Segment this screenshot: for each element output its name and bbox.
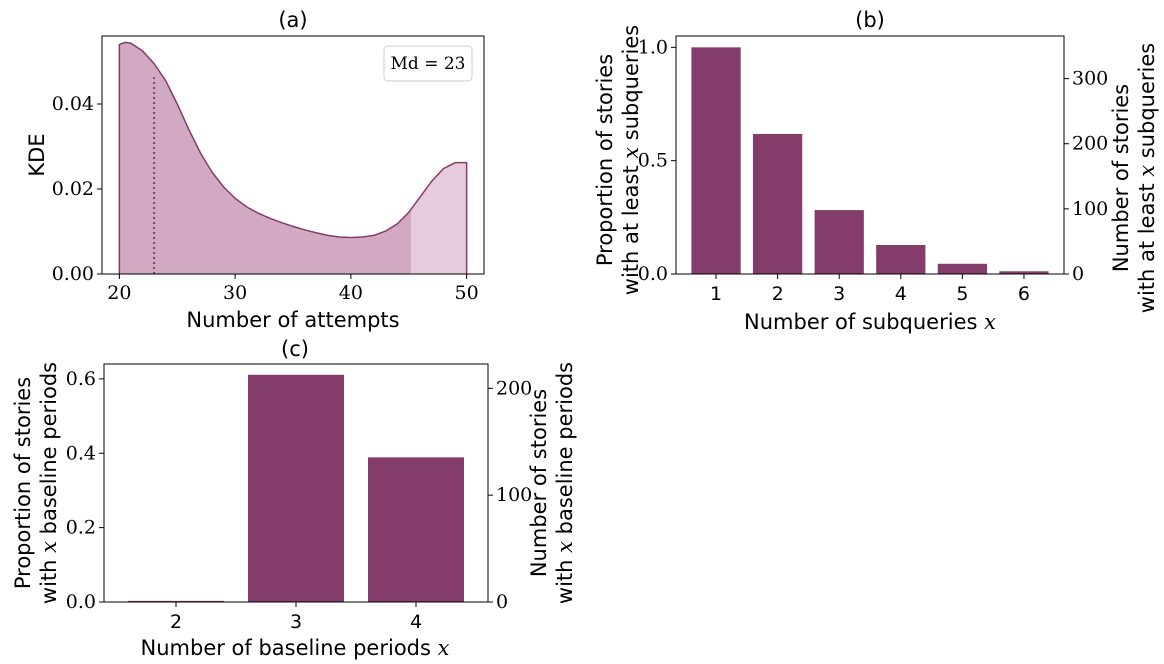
y2-axis-label-b-line2: with at least x subqueries xyxy=(1135,43,1159,313)
plot-frame-a xyxy=(101,35,485,275)
y-tick-label: 0.2 xyxy=(66,517,96,539)
y-tick-label: 0.0 xyxy=(66,591,96,613)
x-axis-label-a: Number of attempts xyxy=(186,308,399,332)
y-axis-label-b: Proportion of stories with at least x su… xyxy=(593,25,643,295)
y-axis-ticks-a: 0.00 0.02 0.04 xyxy=(52,93,102,285)
y-axis-ticks-c: 0.0 0.2 0.4 0.6 xyxy=(66,368,104,613)
kde-fill-main xyxy=(119,42,412,274)
y2-tick-label: 200 xyxy=(496,377,532,399)
y2-tick-label: 300 xyxy=(1072,68,1108,90)
x-tick-label: 30 xyxy=(223,282,247,304)
x-tick-label: 2 xyxy=(772,283,784,305)
plot-frame-c xyxy=(103,363,489,603)
y-axis-label-a: KDE xyxy=(25,133,49,176)
x-tick-label: 4 xyxy=(410,611,422,633)
y2-axis-label-c-line2: with x baseline periods xyxy=(553,362,577,604)
x-tick-label: 6 xyxy=(1018,283,1030,305)
kde-line xyxy=(118,41,468,274)
y-tick-label: 0.5 xyxy=(638,150,668,172)
y2-axis-label-b: Number of stories with at least x subque… xyxy=(1109,43,1159,313)
y-tick-label: 0.0 xyxy=(638,263,668,285)
bars-c xyxy=(128,374,464,602)
y-tick-label: 0.02 xyxy=(52,178,94,200)
bar xyxy=(752,133,803,274)
bar xyxy=(876,244,926,274)
legend-a: Md = 23 xyxy=(383,45,473,82)
x-tick-label: 2 xyxy=(170,611,182,633)
y-tick-label: 0.00 xyxy=(52,263,94,285)
bar xyxy=(691,47,741,275)
y2-axis-label-c-line1: Number of stories xyxy=(527,389,551,577)
y-axis-ticks-b: 0.0 0.5 1.0 xyxy=(638,36,676,285)
kde-fill-tail xyxy=(411,162,467,274)
panel-a: 0.00 0.02 0.04 20 30 40 50 Md = 23 (a) Number… xyxy=(25,8,485,332)
x-axis-ticks-c: 2 3 4 xyxy=(170,602,422,633)
y-axis-label-b-line1: Proportion of stories xyxy=(593,54,617,266)
y2-tick-label: 200 xyxy=(1072,133,1108,155)
y-tick-label: 0.4 xyxy=(66,442,96,464)
x-axis-ticks-b: 1 2 3 4 5 6 xyxy=(710,274,1030,305)
x-tick-label: 50 xyxy=(455,282,479,304)
chart-title-a: (a) xyxy=(278,8,307,32)
bar xyxy=(128,600,224,602)
x-tick-label: 4 xyxy=(895,283,907,305)
y-axis-label-c: Proportion of stories with x baseline pe… xyxy=(11,362,61,604)
y-tick-label: 0.6 xyxy=(66,368,96,390)
y2-axis-label-b-line1: Number of stories xyxy=(1109,84,1133,272)
y2-tick-label: 100 xyxy=(496,484,532,506)
kde-area-group xyxy=(118,41,468,274)
y2-axis-label-c: Number of stories with x baseline period… xyxy=(527,362,577,604)
x-axis-label-b: Number of subqueries x xyxy=(744,310,996,334)
chart-title-c: (c) xyxy=(281,337,309,361)
y2-tick-label: 100 xyxy=(1072,198,1108,220)
panel-b: 0.0 0.5 1.0 0 100 200 300 1 2 3 4 5 6 (b) Number o… xyxy=(593,8,1159,334)
y2-axis-ticks-c: 0 100 200 xyxy=(488,377,532,613)
x-tick-label: 40 xyxy=(339,282,363,304)
y2-axis-ticks-b: 0 100 200 300 xyxy=(1064,68,1108,285)
y-axis-label-b-line2: with at least x subqueries xyxy=(619,25,643,295)
x-tick-label: 3 xyxy=(290,611,302,633)
bar xyxy=(814,210,864,274)
legend-median-label: Md = 23 xyxy=(391,54,466,74)
bars-b xyxy=(691,47,1049,275)
bar xyxy=(248,374,344,602)
y-tick-label: 0.04 xyxy=(52,93,94,115)
x-tick-label: 1 xyxy=(710,283,722,305)
x-axis-label-c: Number of baseline periods x xyxy=(141,636,450,660)
x-tick-label: 3 xyxy=(833,283,845,305)
bar xyxy=(937,263,988,274)
y-tick-label: 1.0 xyxy=(638,36,668,58)
bar xyxy=(368,457,464,602)
y-axis-label-c-line1: Proportion of stories xyxy=(11,377,35,589)
x-tick-label: 20 xyxy=(107,282,131,304)
y-axis-label-c-line2: with x baseline periods xyxy=(37,362,61,604)
panel-c: 0.0 0.2 0.4 0.6 0 100 200 2 3 4 (c) Number of b… xyxy=(11,337,577,660)
x-tick-label: 5 xyxy=(956,283,968,305)
y2-tick-label: 0 xyxy=(1072,263,1084,285)
plot-frame-b xyxy=(675,35,1065,275)
y2-tick-label: 0 xyxy=(496,591,508,613)
bar xyxy=(999,271,1049,274)
x-axis-ticks-a: 20 30 40 50 xyxy=(107,274,479,304)
chart-title-b: (b) xyxy=(855,8,885,32)
legend-box xyxy=(383,45,473,82)
